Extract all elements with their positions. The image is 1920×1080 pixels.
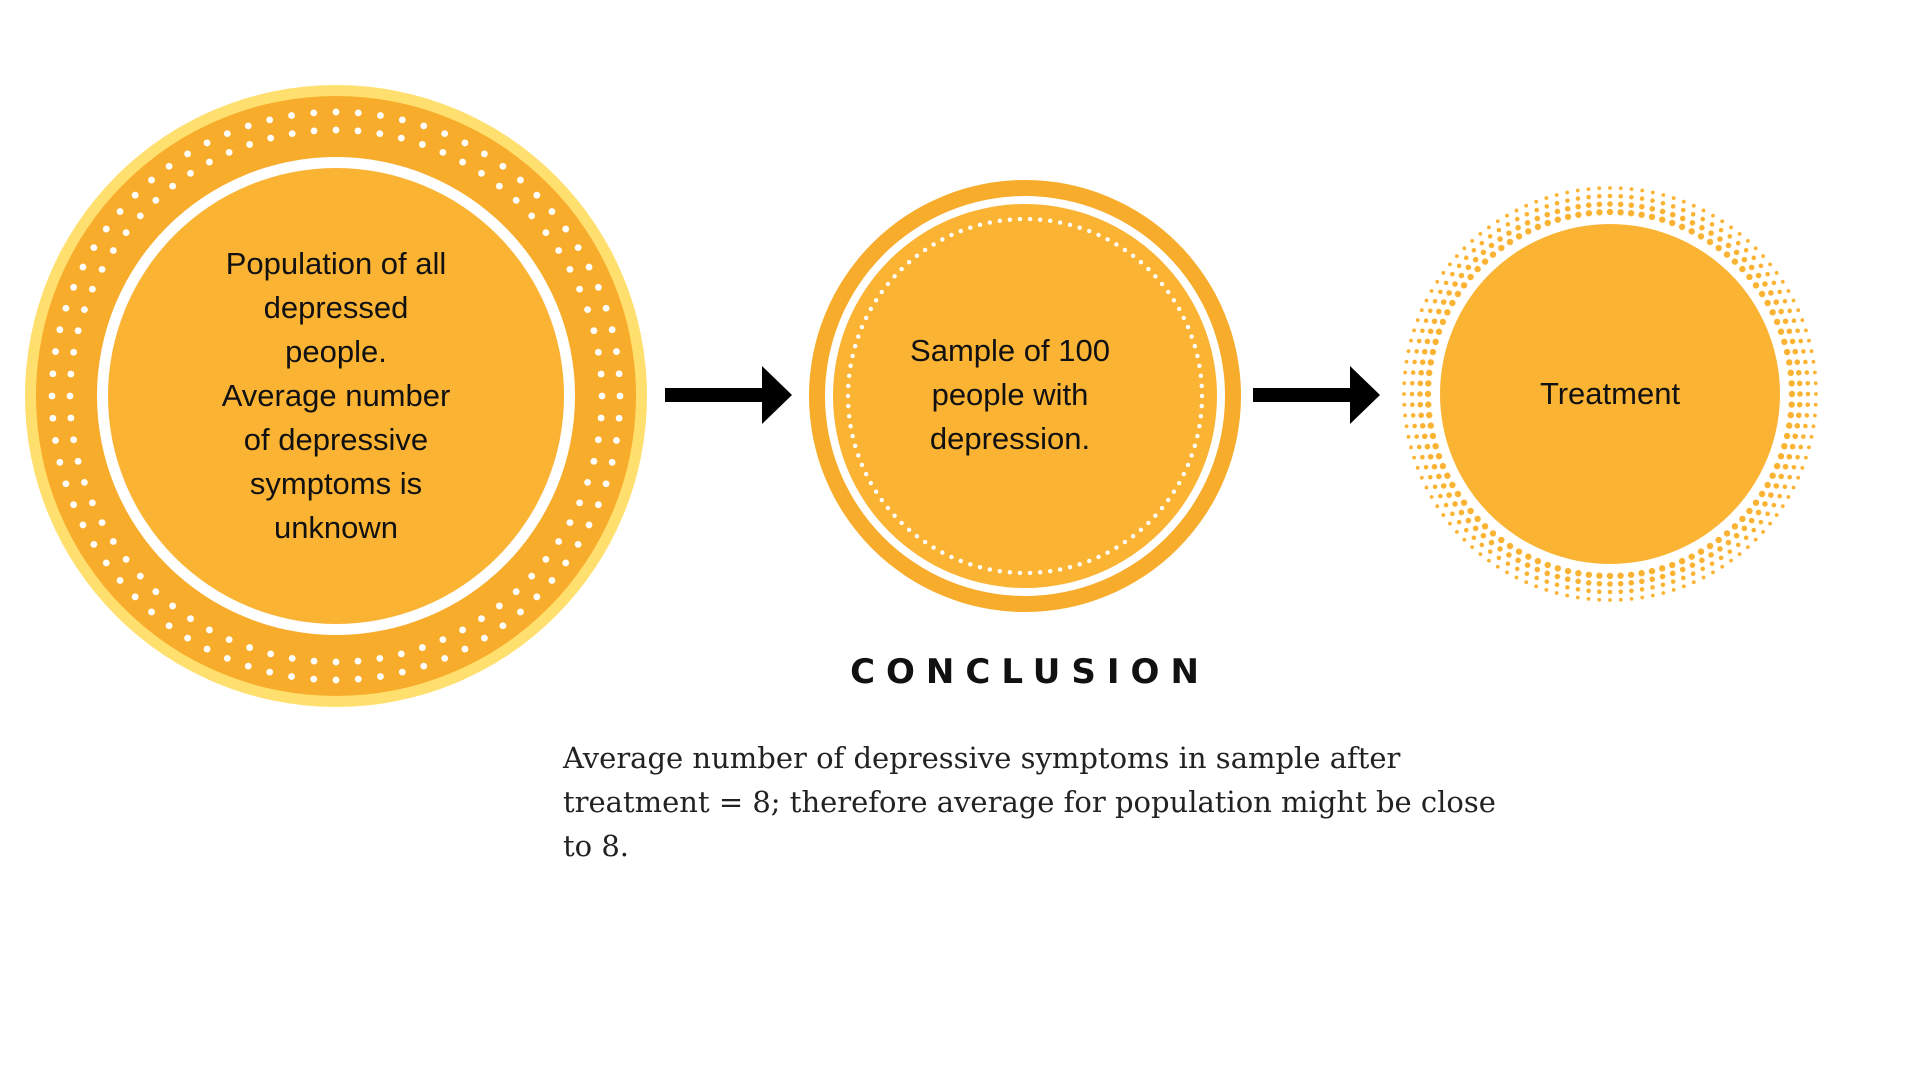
population-line: symptoms is [249,466,423,501]
dotted-ring [48,108,624,684]
population-label: Population of all depressed people. Aver… [156,222,516,570]
right-arrow-icon [1253,366,1380,424]
treatment-circle [1402,186,1818,602]
dotted-halo [1417,201,1803,587]
dotted-ring [66,126,606,666]
treatment-label: Treatment [1460,366,1760,422]
right-arrow-icon [665,366,792,424]
sample-circle [809,180,1241,612]
conclusion-text: Average number of depressive symptoms in… [563,741,1496,863]
population-line: depressed [263,290,409,325]
sample-line: depression. [929,421,1091,456]
dotted-ring [845,216,1205,576]
population-line: Average number [221,378,451,413]
population-line: of depressive [243,422,429,457]
population-line: people. [285,334,387,369]
population-line: unknown [273,510,399,545]
dotted-halo [1424,208,1796,580]
conclusion-heading: CONCLUSION [850,652,1210,692]
dotted-halo [1409,193,1811,595]
population-line: Population of all [225,246,447,281]
dotted-halo [1402,186,1818,602]
population-circle [25,85,647,707]
inner-circle [833,204,1217,588]
sample-line: Sample of 100 [910,333,1110,368]
inner-circle [1440,224,1780,564]
sample-label: Sample of 100 people with depression. [860,320,1160,470]
treatment-line: Treatment [1539,376,1681,411]
inner-circle [108,168,564,624]
sample-line: people with [931,377,1089,412]
